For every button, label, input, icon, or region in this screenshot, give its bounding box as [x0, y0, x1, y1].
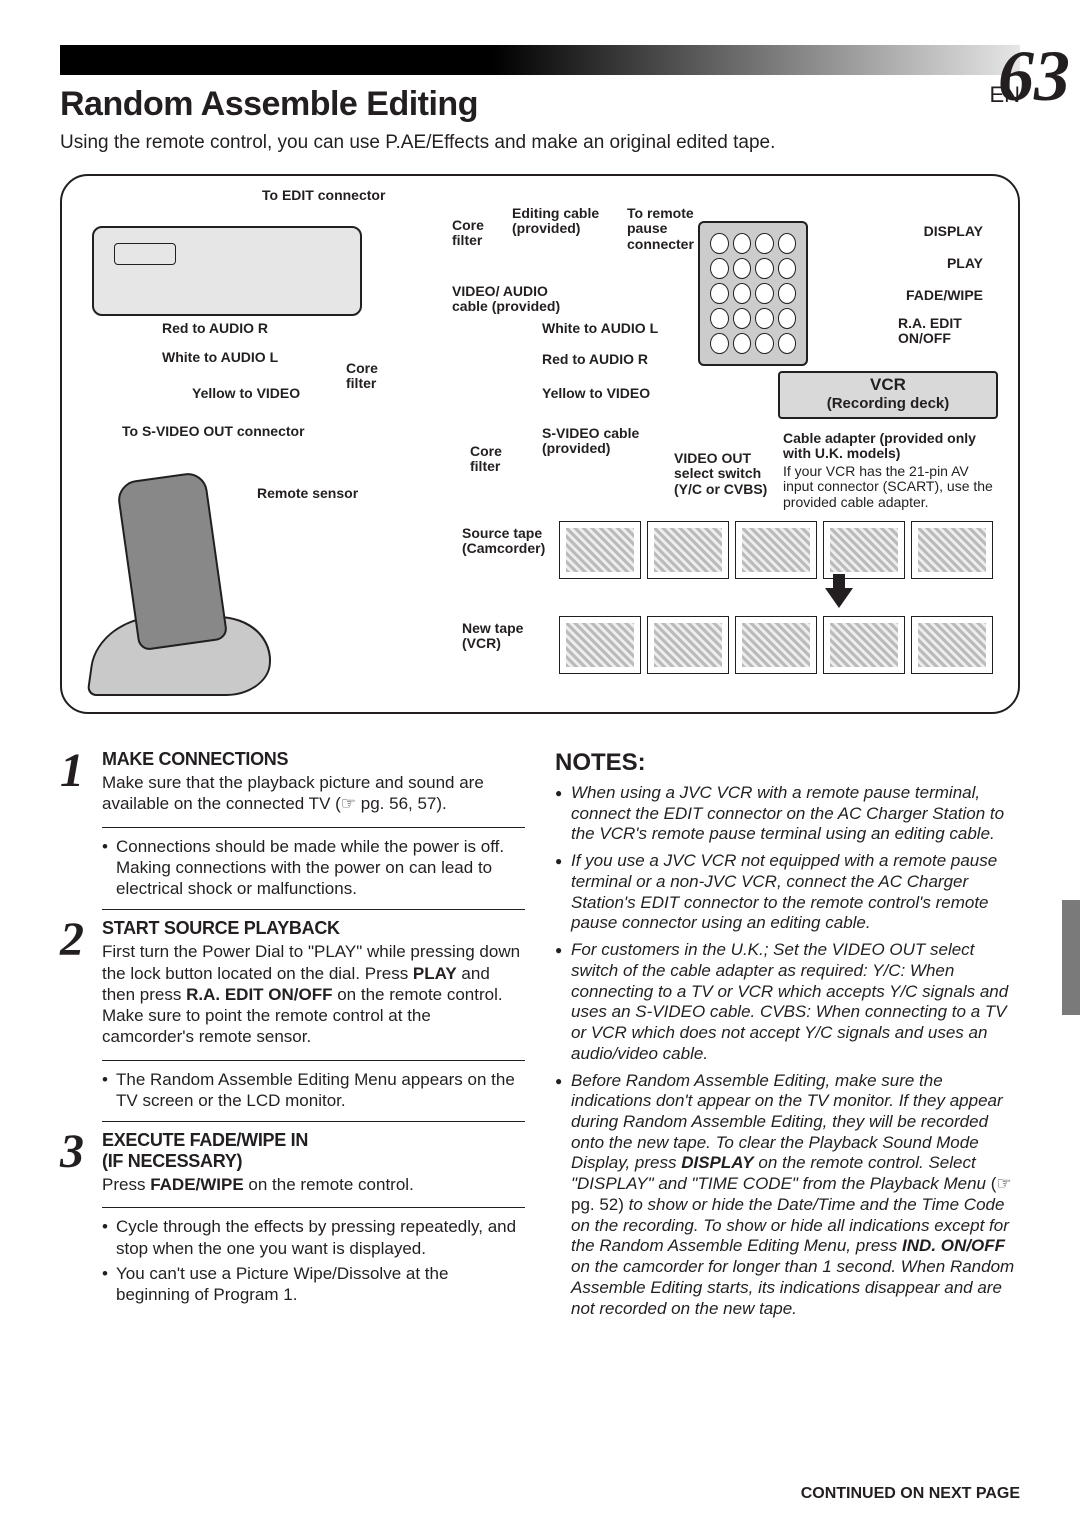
- step-1-bullets: Connections should be made while the pow…: [102, 836, 525, 900]
- bullet: You can't use a Picture Wipe/Dissolve at…: [102, 1263, 525, 1306]
- lbl-yellow-video: Yellow to VIDEO: [192, 386, 300, 401]
- step-text: Make sure that the playback picture and …: [102, 772, 525, 815]
- step-number: 2: [60, 918, 90, 1047]
- lbl-video-audio: VIDEO/ AUDIO cable (provided): [452, 284, 572, 315]
- lbl-to-svideo-out: To S-VIDEO OUT connector: [122, 424, 305, 439]
- divider: [102, 827, 525, 828]
- arrow-down-icon: [825, 588, 853, 608]
- lbl-display: DISPLAY: [924, 224, 983, 239]
- lbl-core-filter-1: Core filter: [452, 218, 502, 249]
- divider: [102, 1207, 525, 1208]
- note-item: If you use a JVC VCR not equipped with a…: [555, 851, 1020, 934]
- lbl-white-audio-l2: White to AUDIO L: [542, 321, 658, 336]
- docking-station-illustration: [92, 226, 362, 316]
- bullet: The Random Assemble Editing Menu appears…: [102, 1069, 525, 1112]
- lbl-red-audio-r2: Red to AUDIO R: [542, 352, 648, 367]
- continued-label: CONTINUED ON NEXT PAGE: [801, 1485, 1020, 1503]
- vcr-title: VCR: [780, 375, 996, 395]
- lbl-red-audio-r: Red to AUDIO R: [162, 321, 268, 336]
- note-item: Before Random Assemble Editing, make sur…: [555, 1071, 1020, 1320]
- lbl-ra-edit: R.A. EDIT ON/OFF: [898, 316, 983, 347]
- vcr-subtitle: (Recording deck): [780, 395, 996, 412]
- step-text: First turn the Power Dial to "PLAY" whil…: [102, 941, 525, 1047]
- lbl-video-out-switch: VIDEO OUT select switch (Y/C or CVBS): [674, 451, 774, 497]
- source-tape-frames: [559, 521, 993, 581]
- bullet: Connections should be made while the pow…: [102, 836, 525, 900]
- lbl-core-filter-3: Core filter: [470, 444, 520, 475]
- lbl-remote-sensor: Remote sensor: [257, 486, 358, 501]
- connection-diagram: VCR (Recording deck) To EDIT connector E…: [60, 174, 1020, 714]
- step-2: 2 START SOURCE PLAYBACK First turn the P…: [60, 918, 525, 1047]
- step-text: Press FADE/WIPE on the remote control.: [102, 1174, 525, 1195]
- header-gradient-bar: [60, 45, 1020, 75]
- step-3: 3 EXECUTE FADE/WIPE IN(IF NECESSARY) Pre…: [60, 1130, 525, 1195]
- lbl-fade-wipe: FADE/WIPE: [906, 288, 983, 303]
- new-tape-frames: [559, 616, 993, 676]
- lbl-new-tape: New tape (VCR): [462, 621, 562, 652]
- bullet: Cycle through the effects by pressing re…: [102, 1216, 525, 1259]
- notes-column: NOTES: When using a JVC VCR with a remot…: [555, 749, 1020, 1325]
- lbl-source-tape: Source tape (Camcorder): [462, 526, 562, 557]
- lbl-cable-adapter-title: Cable adapter (provided only with U.K. m…: [783, 431, 998, 462]
- steps-column: 1 MAKE CONNECTIONS Make sure that the pl…: [60, 749, 525, 1325]
- lbl-white-audio-l: White to AUDIO L: [162, 350, 278, 365]
- step-3-bullets: Cycle through the effects by pressing re…: [102, 1216, 525, 1305]
- lbl-yellow-video2: Yellow to VIDEO: [542, 386, 650, 401]
- divider: [102, 909, 525, 910]
- divider: [102, 1121, 525, 1122]
- camcorder-illustration: [92, 456, 262, 696]
- vcr-box: VCR (Recording deck): [778, 371, 998, 419]
- step-title: EXECUTE FADE/WIPE IN(IF NECESSARY): [102, 1130, 525, 1172]
- lbl-play: PLAY: [947, 256, 983, 271]
- page-title: Random Assemble Editing: [60, 85, 1020, 124]
- lbl-svideo-cable: S-VIDEO cable (provided): [542, 426, 662, 457]
- lbl-to-edit: To EDIT connector: [262, 188, 385, 203]
- step-number: 3: [60, 1130, 90, 1195]
- step-number: 1: [60, 749, 90, 815]
- step-2-bullets: The Random Assemble Editing Menu appears…: [102, 1069, 525, 1112]
- step-1: 1 MAKE CONNECTIONS Make sure that the pl…: [60, 749, 525, 815]
- page-en-label: EN: [989, 82, 1020, 108]
- step-title: START SOURCE PLAYBACK: [102, 918, 525, 939]
- intro-text: Using the remote control, you can use P.…: [60, 132, 1020, 154]
- note-item: When using a JVC VCR with a remote pause…: [555, 783, 1020, 845]
- note-item: For customers in the U.K.; Set the VIDEO…: [555, 940, 1020, 1064]
- lbl-cable-adapter-body: If your VCR has the 21-pin AV input conn…: [783, 464, 998, 510]
- lbl-to-remote: To remote pause connecter: [627, 206, 717, 252]
- notes-heading: NOTES:: [555, 749, 1020, 777]
- lbl-core-filter-2: Core filter: [346, 361, 396, 392]
- lbl-editing-cable: Editing cable (provided): [512, 206, 622, 237]
- side-tab: [1062, 900, 1080, 1015]
- notes-list: When using a JVC VCR with a remote pause…: [555, 783, 1020, 1319]
- divider: [102, 1060, 525, 1061]
- step-title: MAKE CONNECTIONS: [102, 749, 525, 770]
